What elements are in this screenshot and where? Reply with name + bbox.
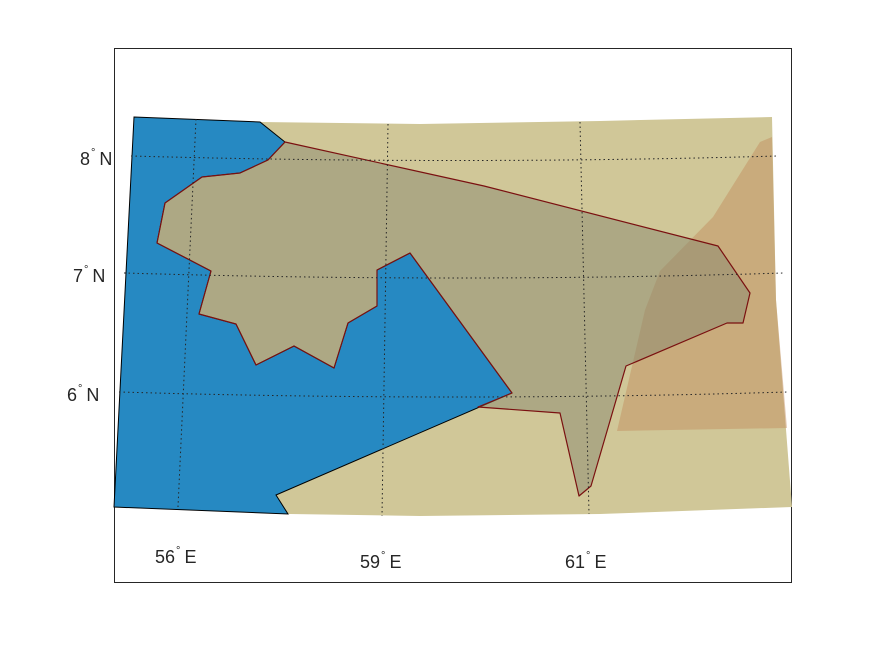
graticule-grid bbox=[118, 118, 788, 517]
longitude-labels: 56° E 59° E 61° E bbox=[155, 545, 606, 572]
highlighted-region bbox=[156, 141, 751, 497]
lat-label-7: 7° N bbox=[73, 264, 105, 286]
lon-label-59: 59° E bbox=[360, 550, 401, 572]
latitude-line-6 bbox=[118, 391, 788, 398]
latitude-line-7 bbox=[123, 272, 784, 279]
lon-label-61: 61° E bbox=[565, 550, 606, 572]
lon-label-56: 56° E bbox=[155, 545, 196, 567]
lat-label-6: 6° N bbox=[67, 383, 99, 405]
longitude-line-56 bbox=[177, 118, 197, 508]
lat-label-8: 8° N bbox=[80, 147, 112, 169]
latitude-labels: 8° N 7° N 6° N bbox=[67, 147, 112, 405]
